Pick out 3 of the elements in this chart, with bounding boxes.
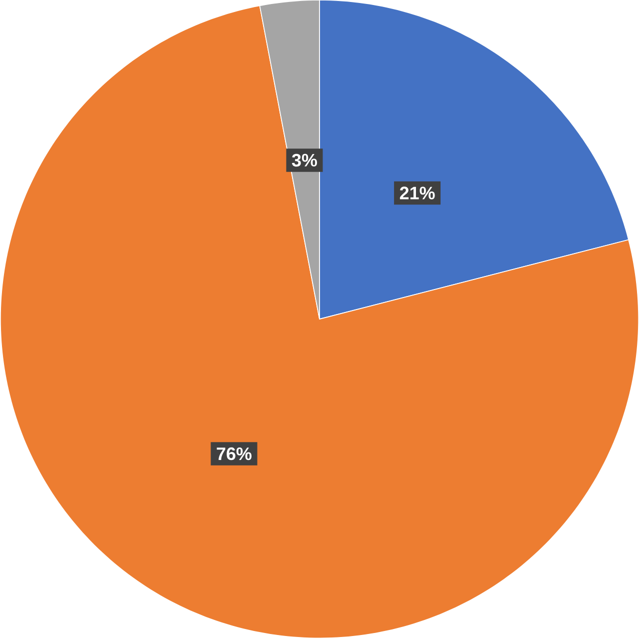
data-label: 21% bbox=[400, 186, 435, 200]
data-label: 76% bbox=[216, 448, 252, 460]
data-label: 3% bbox=[292, 154, 317, 167]
